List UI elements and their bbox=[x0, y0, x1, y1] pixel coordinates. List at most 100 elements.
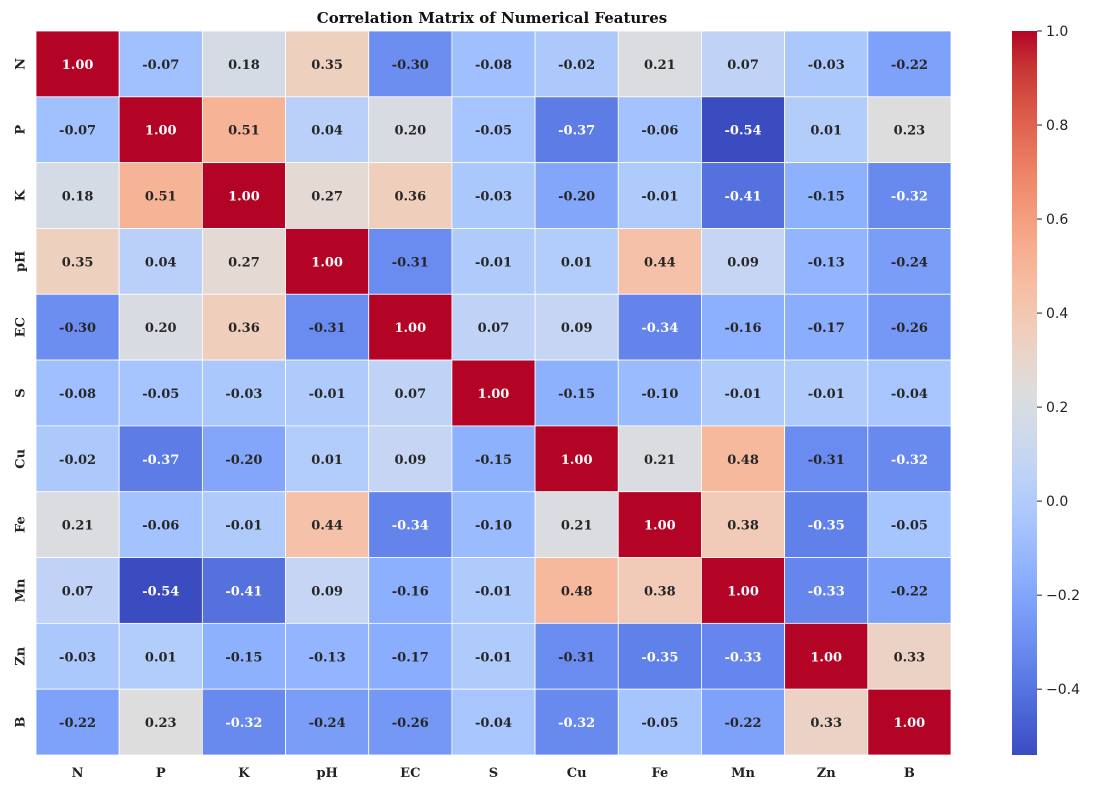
heatmap-value-label: -0.22 bbox=[725, 716, 762, 731]
heatmap-cell bbox=[451, 359, 536, 427]
heatmap-value-label: -0.34 bbox=[392, 519, 429, 534]
chart-title: Correlation Matrix of Numerical Features bbox=[317, 9, 667, 27]
heatmap-value-label: 1.00 bbox=[394, 321, 426, 336]
heatmap-value-label: -0.20 bbox=[558, 190, 595, 205]
heatmap-cell bbox=[867, 425, 952, 493]
heatmap-value-label: -0.15 bbox=[558, 387, 595, 402]
heatmap-value-label: 0.04 bbox=[145, 255, 177, 270]
heatmap-cell bbox=[35, 425, 120, 493]
heatmap-value-label: -0.13 bbox=[309, 650, 346, 665]
heatmap-cell bbox=[451, 162, 536, 229]
heatmap-cell bbox=[867, 688, 952, 756]
heatmap-value-label: 0.36 bbox=[228, 321, 260, 336]
heatmap-value-label: -0.10 bbox=[475, 519, 512, 534]
heatmap-cell bbox=[451, 96, 536, 164]
heatmap-value-label: -0.01 bbox=[309, 387, 346, 402]
colorbar-tick-label: 0.8 bbox=[1046, 118, 1068, 134]
heatmap-cell bbox=[368, 30, 453, 98]
x-tick-label: EC bbox=[400, 766, 420, 781]
heatmap-value-label: -0.31 bbox=[558, 650, 595, 665]
heatmap-value-label: -0.32 bbox=[891, 190, 928, 205]
heatmap-cell bbox=[118, 293, 203, 361]
heatmap-value-label: 0.07 bbox=[727, 58, 759, 73]
heatmap-cell bbox=[118, 30, 203, 98]
heatmap-value-label: -0.24 bbox=[891, 255, 928, 270]
colorbar-tick-label: 0.0 bbox=[1046, 494, 1068, 510]
heatmap-value-label: -0.06 bbox=[641, 124, 678, 139]
heatmap-value-label: -0.30 bbox=[392, 58, 429, 73]
y-tick-label: K bbox=[14, 189, 29, 201]
heatmap-cell bbox=[701, 359, 786, 427]
heatmap-value-label: -0.37 bbox=[558, 124, 595, 139]
colorbar-tick-label: 0.2 bbox=[1046, 400, 1068, 416]
heatmap-cell bbox=[201, 96, 286, 164]
heatmap-cell bbox=[118, 228, 203, 295]
heatmap-cell bbox=[617, 30, 702, 98]
heatmap-value-label: 0.21 bbox=[62, 519, 94, 534]
y-tick-label: N bbox=[14, 58, 29, 70]
x-tick-label: K bbox=[238, 766, 250, 781]
x-tick-label: Cu bbox=[567, 766, 587, 781]
heatmap-value-label: -0.54 bbox=[725, 124, 762, 139]
heatmap-value-label: -0.22 bbox=[891, 584, 928, 599]
heatmap-value-label: -0.01 bbox=[808, 387, 845, 402]
heatmap-cell bbox=[35, 622, 120, 690]
heatmap-value-label: 1.00 bbox=[727, 584, 759, 599]
heatmap-value-label: -0.01 bbox=[641, 190, 678, 205]
heatmap-cell bbox=[285, 96, 370, 164]
heatmap-value-label: 1.00 bbox=[810, 650, 842, 665]
heatmap-value-label: -0.33 bbox=[725, 650, 762, 665]
heatmap-value-label: -0.04 bbox=[475, 716, 512, 731]
heatmap-cell bbox=[451, 557, 536, 624]
heatmap-value-label: -0.05 bbox=[142, 387, 179, 402]
heatmap-value-label: -0.01 bbox=[475, 255, 512, 270]
heatmap-cell bbox=[617, 622, 702, 690]
heatmap-cell bbox=[534, 228, 619, 295]
y-tick-label: Cu bbox=[14, 449, 29, 469]
heatmap-cell bbox=[701, 688, 786, 756]
heatmap-cell bbox=[617, 425, 702, 493]
heatmap-cell bbox=[118, 425, 203, 493]
x-tick-label: N bbox=[72, 766, 84, 781]
heatmap-cell bbox=[285, 491, 370, 558]
heatmap-value-label: -0.01 bbox=[725, 387, 762, 402]
heatmap-value-label: -0.34 bbox=[641, 321, 678, 336]
heatmap-value-label: -0.15 bbox=[225, 650, 262, 665]
heatmap-cell bbox=[451, 293, 536, 361]
heatmap-cell bbox=[784, 557, 869, 624]
heatmap-value-label: 0.09 bbox=[727, 255, 759, 270]
heatmap-value-label: -0.07 bbox=[142, 58, 179, 73]
heatmap-cell bbox=[534, 491, 619, 558]
heatmap-value-label: 1.00 bbox=[145, 124, 177, 139]
colorbar-tick-label: −0.2 bbox=[1046, 588, 1080, 604]
heatmap-value-label: -0.03 bbox=[808, 58, 845, 73]
heatmap-cell bbox=[285, 425, 370, 493]
heatmap-value-label: 0.04 bbox=[311, 124, 343, 139]
heatmap-cell bbox=[118, 688, 203, 756]
colorbar-tick-label: 0.6 bbox=[1046, 212, 1068, 228]
heatmap-cell bbox=[35, 96, 120, 164]
y-tick-label: Fe bbox=[14, 516, 29, 533]
heatmap-cells: 1.00 -0.07 0.18 0.35 -0.30 -0.08 -0.02 0.21 0.07… bbox=[35, 30, 952, 756]
heatmap-value-label: -0.20 bbox=[225, 453, 262, 468]
heatmap-value-label: 0.48 bbox=[561, 584, 593, 599]
heatmap-cell bbox=[35, 162, 120, 229]
heatmap-cell bbox=[701, 293, 786, 361]
heatmap-cell bbox=[368, 688, 453, 756]
heatmap-cell bbox=[285, 228, 370, 295]
heatmap-value-label: -0.24 bbox=[309, 716, 346, 731]
heatmap-value-label: 0.20 bbox=[394, 124, 426, 139]
heatmap-value-label: 1.00 bbox=[561, 453, 593, 468]
y-tick-label: B bbox=[14, 717, 29, 728]
heatmap-value-label: 0.23 bbox=[894, 124, 926, 139]
heatmap-cell bbox=[701, 96, 786, 164]
heatmap-value-label: -0.26 bbox=[891, 321, 928, 336]
heatmap-value-label: 0.18 bbox=[228, 58, 260, 73]
x-tick-label: Zn bbox=[817, 766, 836, 781]
heatmap-value-label: 1.00 bbox=[478, 387, 510, 402]
heatmap-cell bbox=[451, 228, 536, 295]
heatmap-value-label: -0.22 bbox=[891, 58, 928, 73]
y-tick-label: Mn bbox=[14, 578, 29, 602]
heatmap-value-label: -0.31 bbox=[309, 321, 346, 336]
